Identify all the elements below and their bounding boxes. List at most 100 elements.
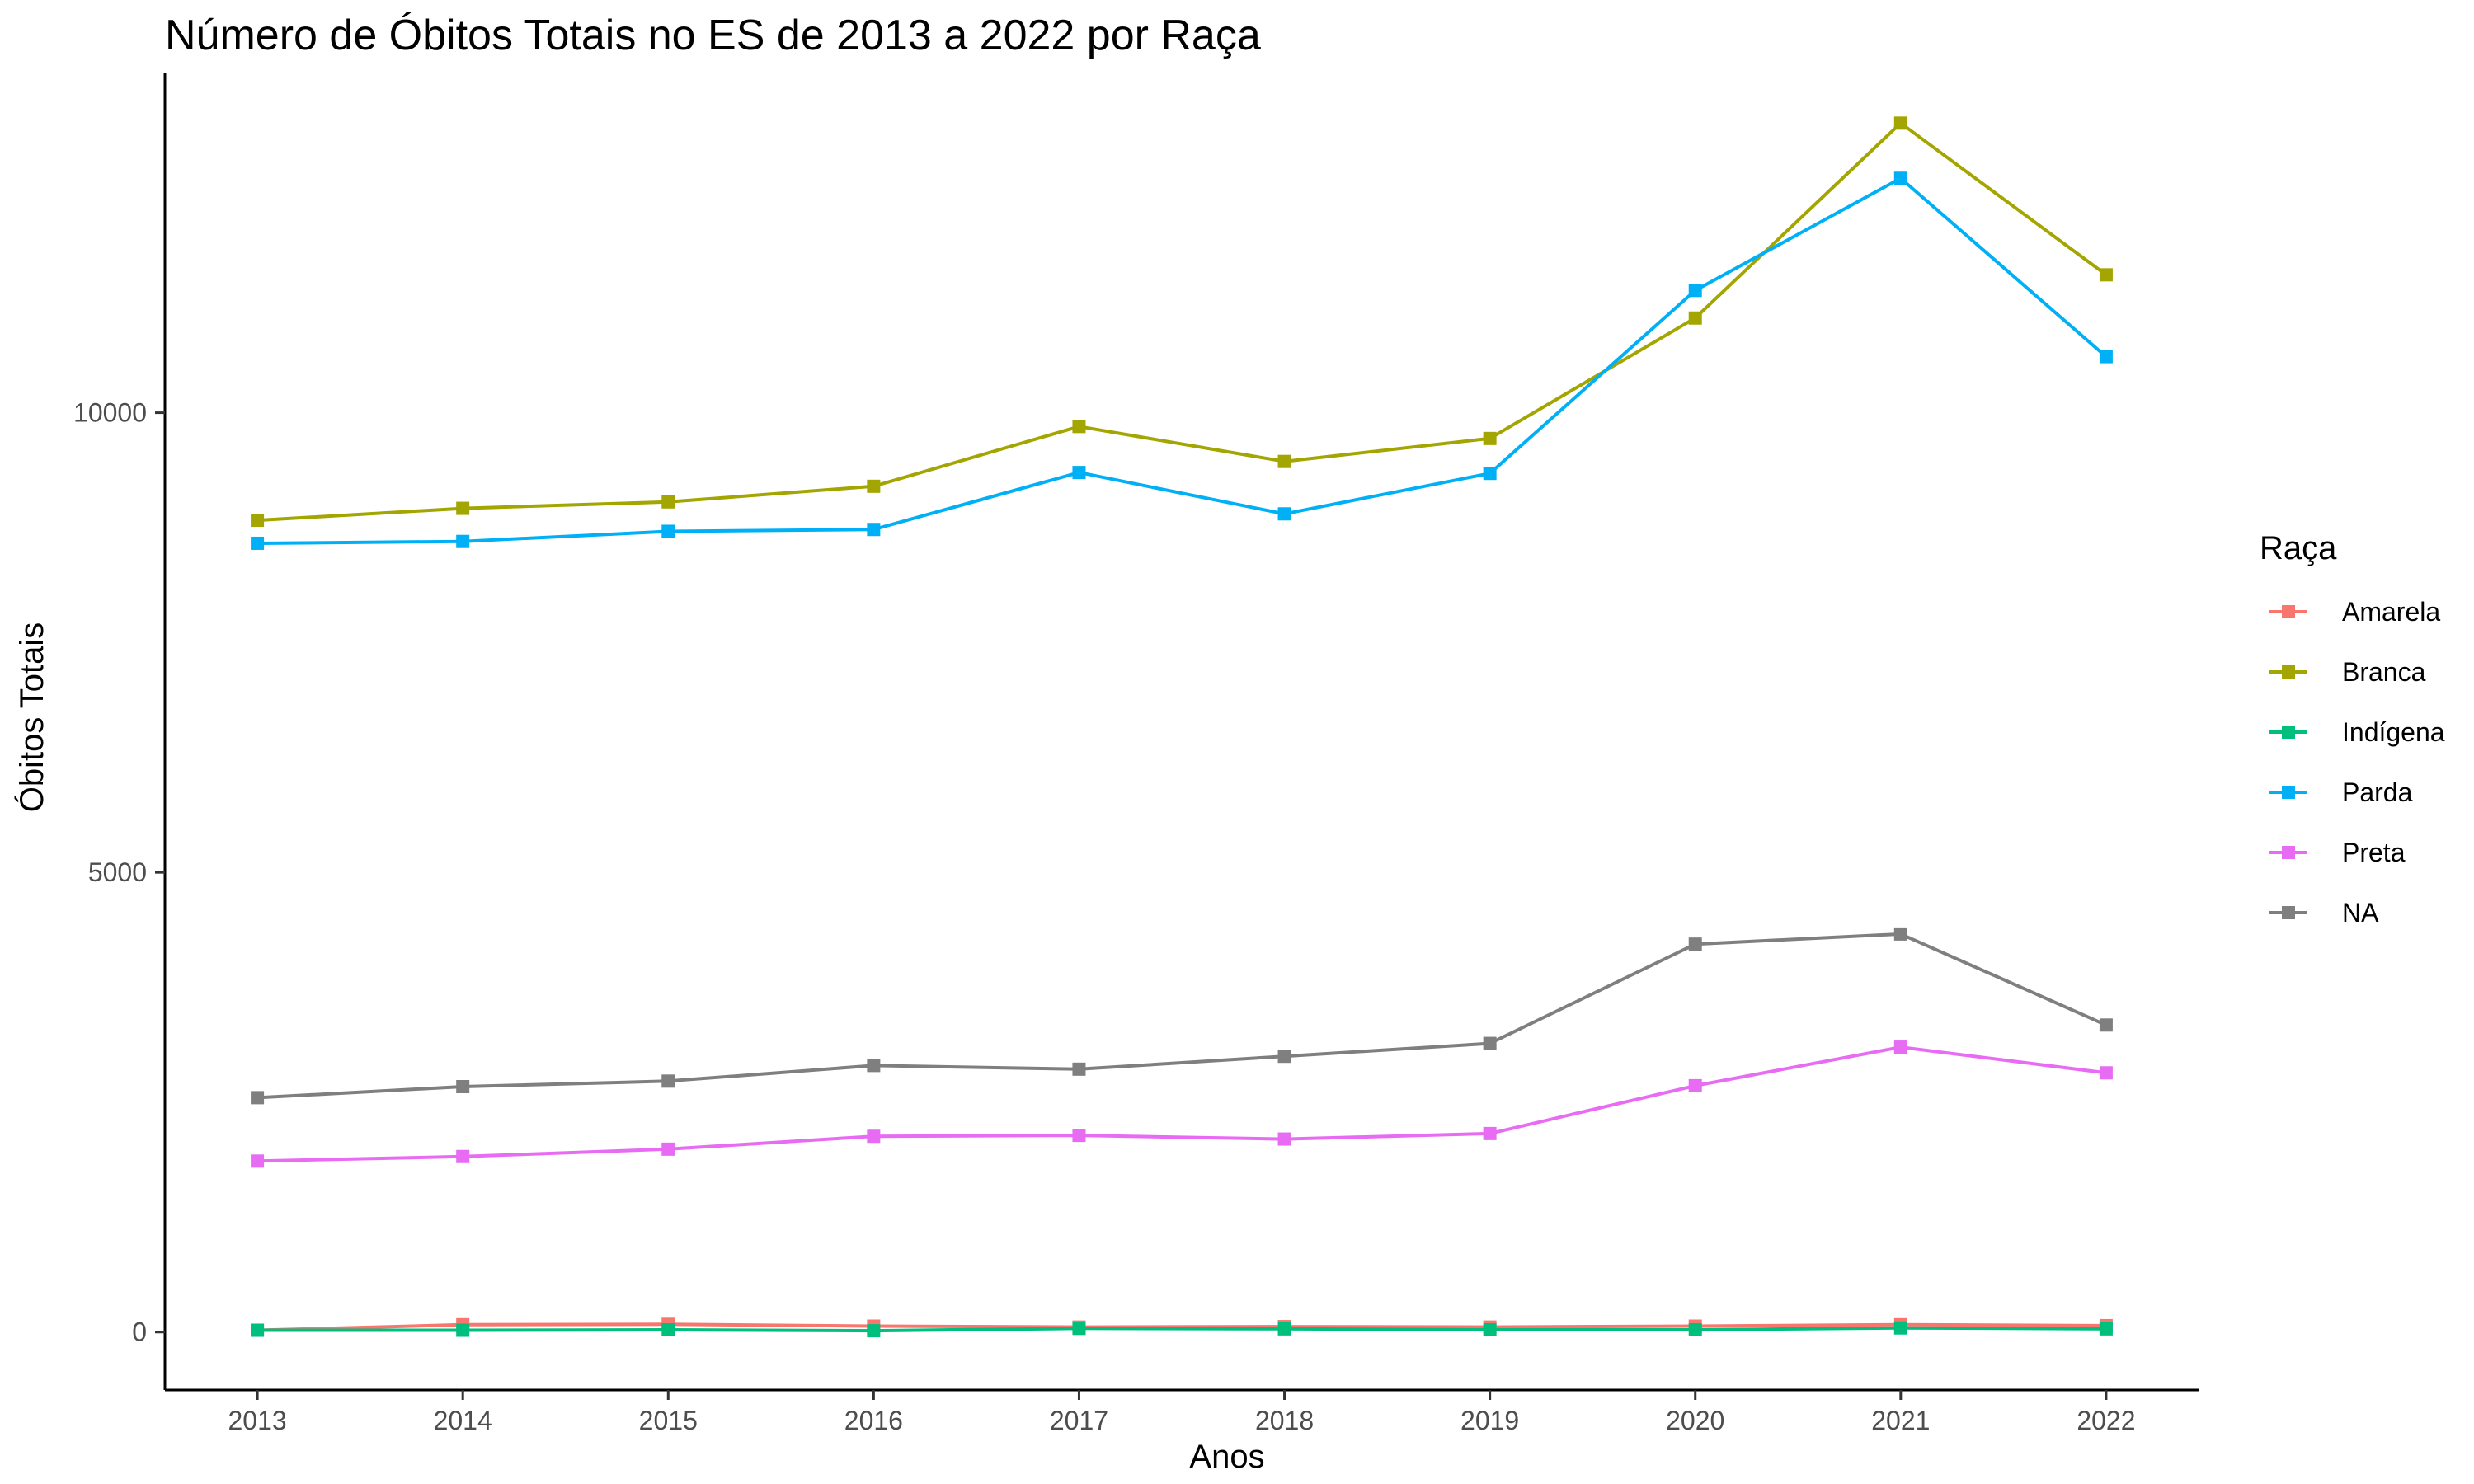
data-point	[1072, 1322, 1086, 1336]
series-line	[257, 1045, 2107, 1163]
data-point	[2099, 1322, 2113, 1336]
legend-marker	[2282, 726, 2295, 739]
series-line	[256, 121, 2108, 523]
data-point	[1072, 420, 1086, 434]
legend-item-indígena: Indígena	[2269, 717, 2445, 747]
data-point	[456, 534, 470, 548]
legend-item-parda: Parda	[2269, 777, 2413, 807]
data-point	[661, 495, 675, 509]
data-point	[1483, 431, 1497, 445]
data-point	[2099, 268, 2113, 282]
data-point	[1688, 311, 1702, 325]
legend-label: NA	[2342, 898, 2379, 928]
series-branca	[251, 116, 2113, 528]
legend-label: Branca	[2342, 657, 2426, 687]
data-point	[661, 1074, 675, 1088]
legend-item-na: NA	[2269, 898, 2379, 928]
legend-item-preta: Preta	[2269, 838, 2406, 867]
series-line	[257, 1322, 2106, 1332]
data-point	[2099, 1018, 2113, 1032]
legend-label: Indígena	[2342, 717, 2445, 747]
legend-marker	[2282, 846, 2295, 859]
data-point	[1072, 1129, 1086, 1143]
data-point	[867, 479, 881, 493]
x-tick-label: 2014	[434, 1406, 492, 1435]
legend-marker	[2282, 665, 2295, 679]
x-tick-label: 2022	[2077, 1406, 2135, 1435]
x-tick-label: 2016	[844, 1406, 903, 1435]
data-point	[456, 1149, 470, 1163]
data-point	[1483, 1322, 1497, 1336]
data-point	[1483, 1036, 1497, 1050]
data-point	[251, 536, 265, 550]
data-point	[1893, 1040, 1907, 1054]
data-point	[456, 1080, 470, 1094]
data-point	[1072, 1062, 1086, 1076]
data-point	[1072, 466, 1086, 480]
y-tick-label: 0	[132, 1317, 147, 1347]
x-tick-label: 2013	[228, 1406, 286, 1435]
legend-item-amarela: Amarela	[2269, 597, 2440, 627]
series-preta	[251, 1040, 2113, 1168]
series-na	[251, 927, 2113, 1105]
y-axis-title: Óbitos Totais	[13, 622, 50, 813]
x-tick-label: 2015	[639, 1406, 698, 1435]
legend-title: Raça	[2260, 530, 2337, 566]
legend-label: Amarela	[2342, 597, 2440, 627]
data-point	[1277, 1050, 1291, 1064]
data-point	[1483, 467, 1497, 481]
data-point	[1688, 1078, 1702, 1092]
data-point	[251, 1323, 265, 1337]
data-point	[456, 501, 470, 515]
series-parda	[251, 171, 2113, 550]
data-point	[1893, 1321, 1907, 1335]
data-point	[1688, 284, 1702, 298]
legend-label: Preta	[2342, 838, 2406, 867]
data-point	[2099, 350, 2113, 364]
data-point	[1277, 507, 1291, 521]
data-point	[1277, 1322, 1291, 1336]
legend-marker	[2282, 906, 2295, 919]
series-indígena	[251, 1321, 2113, 1338]
y-tick-label: 5000	[88, 857, 147, 887]
data-point	[1277, 454, 1291, 468]
series-line	[257, 176, 2108, 545]
x-tick-label: 2021	[1871, 1406, 1930, 1435]
legend: Raça Amarela Branca Indígena Parda Preta NA	[2260, 530, 2445, 928]
data-point	[1893, 171, 1907, 186]
axes: 0 5000 10000 2013 2014 2015 2016 2017 2018 2019 20…	[73, 73, 2199, 1435]
series-line	[257, 1326, 2106, 1333]
x-tick-label: 2017	[1050, 1406, 1108, 1435]
x-tick-label: 2020	[1666, 1406, 1724, 1435]
data-point	[867, 523, 881, 537]
data-point	[661, 1142, 675, 1156]
data-point	[867, 1059, 881, 1073]
data-point	[1277, 1132, 1291, 1146]
y-tick-label: 10000	[73, 398, 147, 428]
data-point	[1688, 1322, 1702, 1336]
x-axis-title: Anos	[1189, 1439, 1264, 1475]
data-point	[2099, 1066, 2113, 1080]
series-layer	[251, 116, 2113, 1338]
legend-label: Parda	[2342, 777, 2413, 807]
data-point	[1688, 937, 1702, 951]
legend-marker	[2282, 786, 2295, 799]
x-tick-label: 2019	[1460, 1406, 1519, 1435]
data-point	[1893, 927, 1907, 941]
data-point	[867, 1324, 881, 1338]
data-point	[456, 1323, 470, 1337]
data-point	[251, 514, 265, 528]
data-point	[867, 1129, 881, 1144]
x-tick-label: 2018	[1255, 1406, 1314, 1435]
data-point	[661, 524, 675, 538]
data-point	[1483, 1126, 1497, 1140]
data-point	[661, 1322, 675, 1336]
series-line	[256, 932, 2107, 1100]
data-point	[1893, 116, 1907, 130]
data-point	[251, 1091, 265, 1105]
data-point	[251, 1154, 265, 1168]
legend-item-branca: Branca	[2269, 657, 2426, 687]
chart-title: Número de Óbitos Totais no ES de 2013 a …	[165, 12, 1261, 59]
legend-marker	[2282, 605, 2295, 618]
